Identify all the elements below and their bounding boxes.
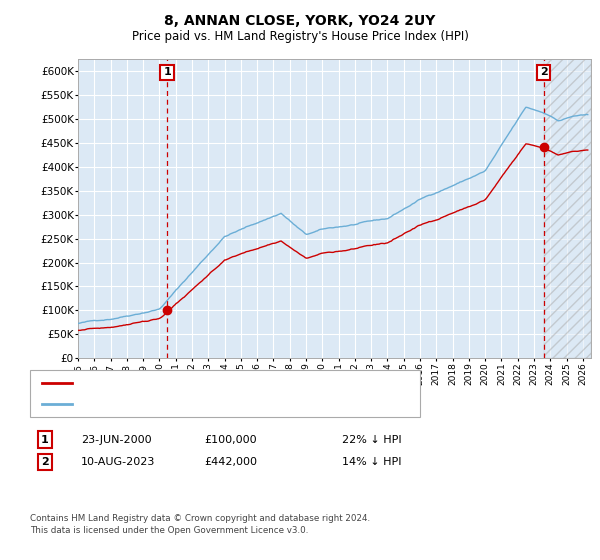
Text: 1: 1 xyxy=(41,435,49,445)
Text: 8, ANNAN CLOSE, YORK, YO24 2UY (detached house): 8, ANNAN CLOSE, YORK, YO24 2UY (detached… xyxy=(78,378,353,388)
Text: HPI: Average price, detached house, York: HPI: Average price, detached house, York xyxy=(78,399,293,409)
Text: Price paid vs. HM Land Registry's House Price Index (HPI): Price paid vs. HM Land Registry's House … xyxy=(131,30,469,43)
Text: 10-AUG-2023: 10-AUG-2023 xyxy=(81,457,155,467)
Text: 22% ↓ HPI: 22% ↓ HPI xyxy=(342,435,401,445)
Text: £100,000: £100,000 xyxy=(204,435,257,445)
Text: 2: 2 xyxy=(41,457,49,467)
Bar xyxy=(544,59,591,358)
Text: £442,000: £442,000 xyxy=(204,457,257,467)
Text: 23-JUN-2000: 23-JUN-2000 xyxy=(81,435,152,445)
Text: Contains HM Land Registry data © Crown copyright and database right 2024.
This d: Contains HM Land Registry data © Crown c… xyxy=(30,514,370,535)
Text: 8, ANNAN CLOSE, YORK, YO24 2UY: 8, ANNAN CLOSE, YORK, YO24 2UY xyxy=(164,14,436,28)
Text: 2: 2 xyxy=(540,67,548,77)
Text: 14% ↓ HPI: 14% ↓ HPI xyxy=(342,457,401,467)
Text: 1: 1 xyxy=(163,67,171,77)
